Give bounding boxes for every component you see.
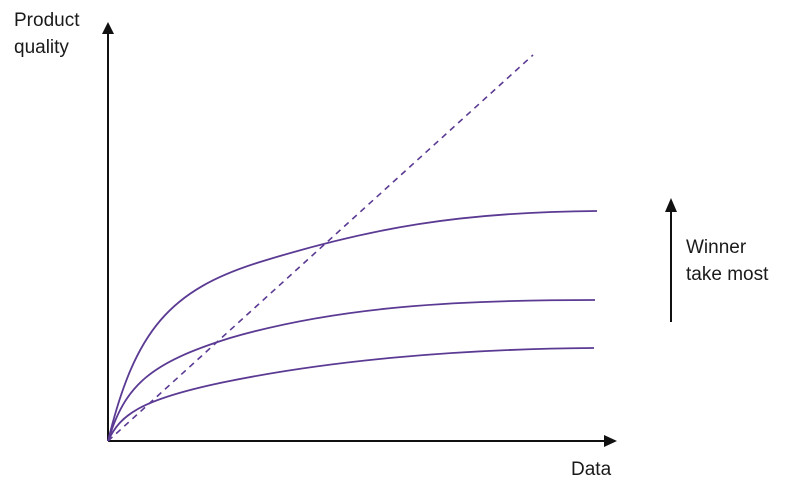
linear-dashed-line (107, 54, 534, 442)
winner-label-line1: Winner (686, 237, 747, 258)
winner-arrow-head (665, 198, 677, 212)
winner-take-most-label: Winner take most (686, 234, 768, 288)
curve-middle (107, 299, 596, 442)
y-axis-label-line1: Product (14, 10, 80, 31)
y-axis-label: Product quality (14, 7, 79, 61)
y-axis-arrowhead (102, 22, 114, 34)
y-axis-label-line2: quality (14, 37, 69, 58)
curve-bottom (107, 347, 595, 442)
curve-top (107, 210, 598, 442)
x-axis-label: Data (571, 459, 612, 480)
winner-label-line2: take most (686, 264, 769, 285)
x-axis-arrowhead (604, 435, 617, 447)
